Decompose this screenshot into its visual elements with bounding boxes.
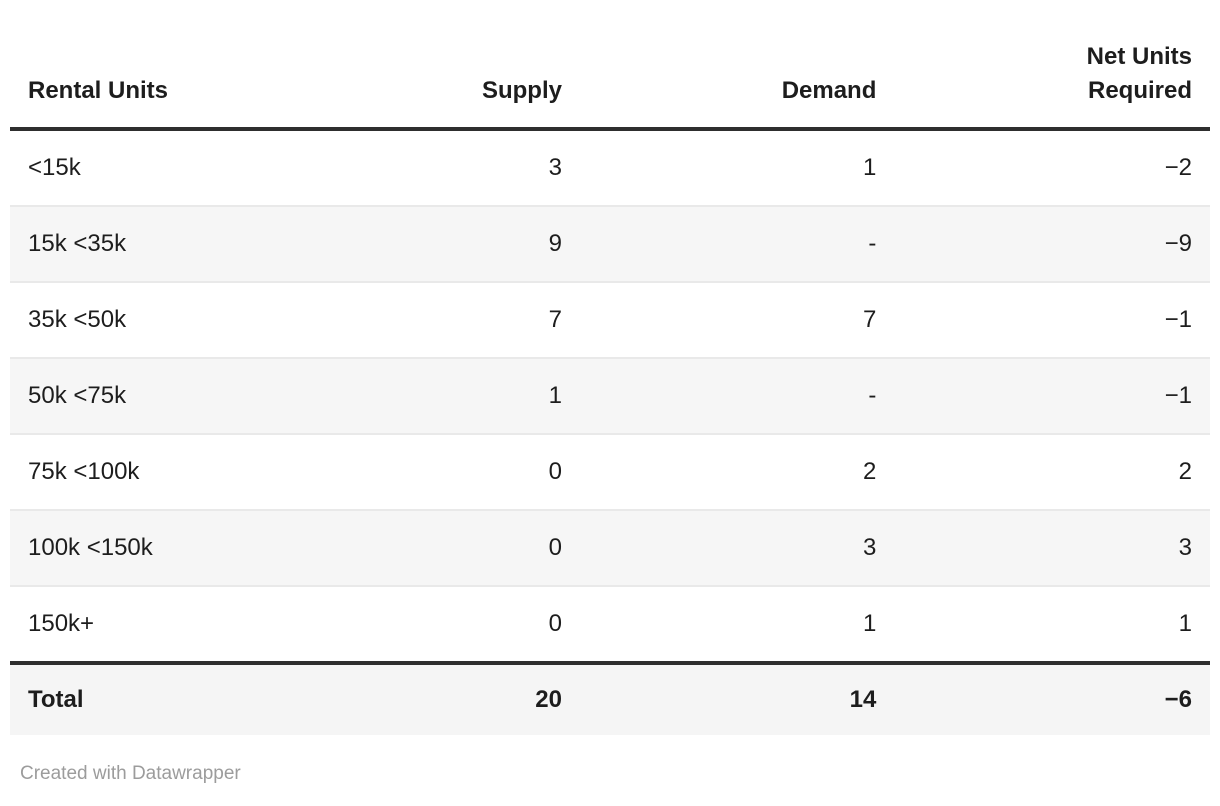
credit-line: Created with Datawrapper [20,763,1220,785]
total-label-cell: Total [10,661,266,736]
cell-net: 2 [894,433,1210,511]
cell-net: −9 [894,205,1210,283]
total-supply-cell: 20 [265,661,580,736]
column-header-supply: Supply [265,0,580,132]
datawrapper-credit-link[interactable]: Created with Datawrapper [20,763,241,785]
cell-demand: 1 [579,585,895,664]
cell-rental-units: <15k [28,154,81,182]
cell-demand: 1 [863,154,877,182]
rental-units-table-container: Rental Units Supply Demand Net Units Req… [10,0,1210,736]
column-header-rental-units: Rental Units [10,0,266,132]
column-header-net-units-required-label: Net Units Required [1086,43,1192,104]
total-net-cell: −6 [894,661,1210,736]
table-row: 150k+ 0 1 1 [10,585,1210,664]
total-row: Total 20 14 −6 [10,661,1210,736]
cell-rental-units: 75k <100k [10,433,266,511]
total-demand-cell: 14 [579,661,895,736]
cell-supply: 9 [265,205,580,283]
cell-demand: 3 [579,509,895,587]
cell-demand: 2 [579,433,895,511]
cell-supply: 0 [265,433,580,511]
header-row: Rental Units Supply Demand Net Units Req… [10,0,1210,132]
table-header: Rental Units Supply Demand Net Units Req… [10,0,1210,132]
cell-demand: - [579,205,895,283]
cell-net: 3 [894,509,1210,587]
table-row: 100k <150k 0 3 3 [10,509,1210,587]
cell-rental-units: 15k <35k [10,205,266,283]
table-row: 35k <50k 7 7 −1 [10,281,1210,359]
cell-supply: 1 [265,357,580,435]
table-body: <15k 3 1 −2 15k <35k 9 - −9 35k <50k 7 7… [10,129,1210,664]
column-header-demand: Demand [579,0,895,132]
table-row: 75k <100k 0 2 2 [10,433,1210,511]
cell-net: −1 [894,357,1210,435]
table-row: <15k 3 1 −2 [10,129,1210,206]
cell-supply: 7 [265,281,580,359]
table-row: 50k <75k 1 - −1 [10,357,1210,435]
table-row: 15k <35k 9 - −9 [10,205,1210,283]
cell-net: −2 [1164,154,1192,182]
cell-demand: 7 [579,281,895,359]
cell-supply: 0 [265,509,580,587]
cell-rental-units: 100k <150k [10,509,266,587]
cell-rental-units: 150k+ [10,585,266,664]
cell-net: −1 [894,281,1210,359]
cell-rental-units: 50k <75k [10,357,266,435]
cell-net: 1 [894,585,1210,664]
cell-supply: 3 [548,154,562,182]
table-footer: Total 20 14 −6 [10,661,1210,736]
cell-supply: 0 [265,585,580,664]
cell-rental-units: 35k <50k [10,281,266,359]
cell-demand: - [579,357,895,435]
column-header-net-units-required: Net Units Required [894,0,1210,132]
rental-units-table: Rental Units Supply Demand Net Units Req… [10,0,1210,736]
